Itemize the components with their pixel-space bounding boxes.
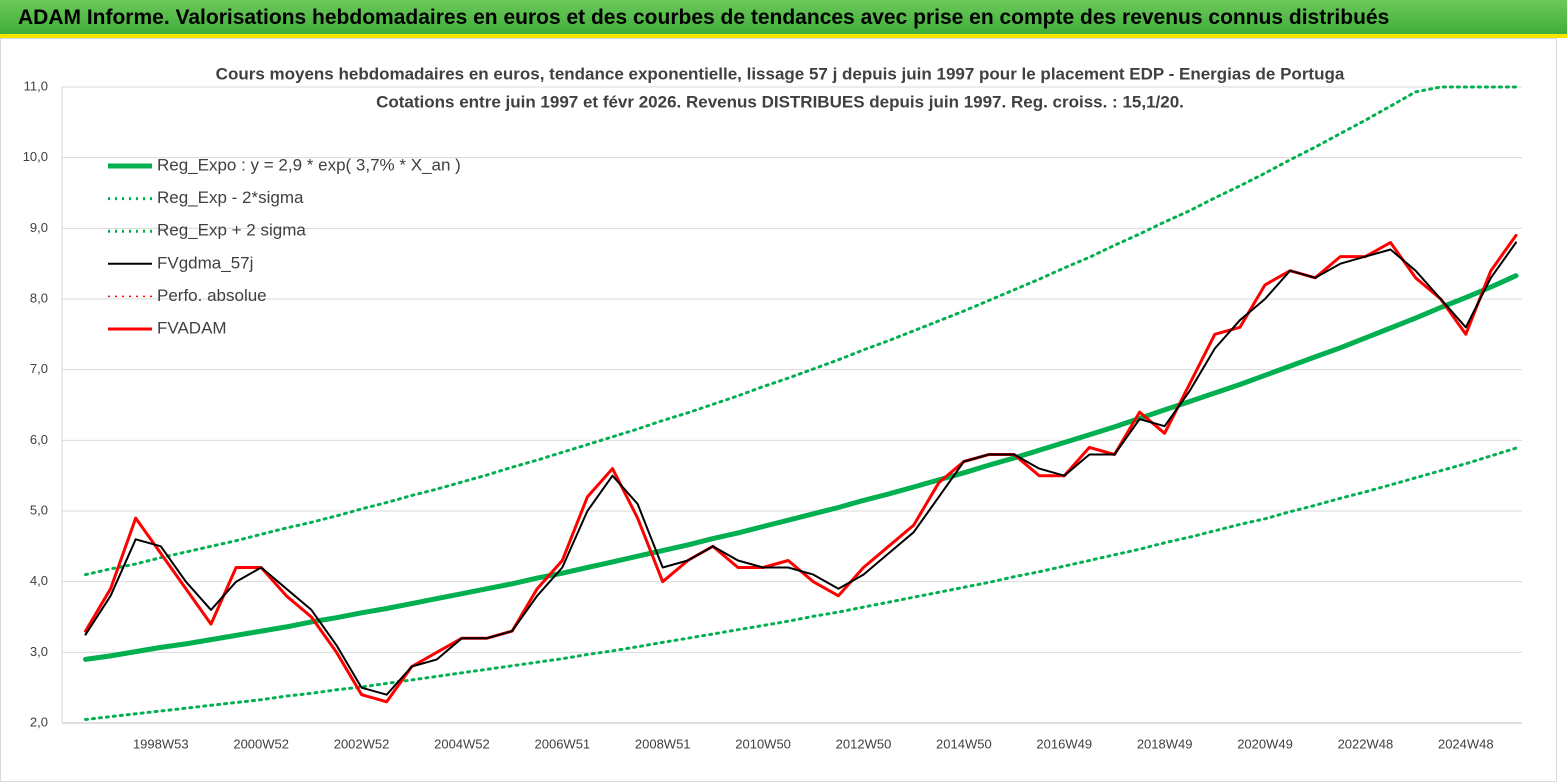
x-tick-label: 2002W52 — [334, 736, 390, 751]
y-tick-label: 10,0 — [23, 149, 48, 164]
legend-label: FVADAM — [157, 318, 227, 337]
y-tick-label: 2,0 — [30, 714, 48, 729]
legend-label: Reg_Exp + 2 sigma — [157, 221, 306, 240]
legend-label: Reg_Exp - 2*sigma — [157, 188, 304, 207]
x-tick-label: 2020W49 — [1237, 736, 1293, 751]
banner: ADAM Informe. Valorisations hebdomadaire… — [0, 0, 1567, 38]
x-tick-label: 2018W49 — [1137, 736, 1193, 751]
x-tick-label: 2006W51 — [535, 736, 591, 751]
y-tick-label: 4,0 — [30, 573, 48, 588]
x-tick-label: 2010W50 — [735, 736, 791, 751]
y-tick-label: 8,0 — [30, 290, 48, 305]
legend-label: Perfo. absolue — [157, 286, 267, 305]
y-tick-label: 9,0 — [30, 220, 48, 235]
series-line — [83, 273, 1519, 662]
x-tick-label: 2014W50 — [936, 736, 992, 751]
chart: Cours moyens hebdomadaires en euros, ten… — [0, 38, 1557, 782]
x-tick-label: 2012W50 — [836, 736, 892, 751]
x-tick-label: 2022W48 — [1338, 736, 1394, 751]
chart-frame — [0, 38, 1557, 782]
chart-subtitle: Cotations entre juin 1997 et févr 2026. … — [376, 92, 1184, 111]
series-line — [84, 446, 1518, 721]
legend-label: FVgdma_57j — [157, 253, 253, 272]
series-line — [84, 234, 1517, 703]
x-tick-label: 2000W52 — [233, 736, 289, 751]
x-tick-label: 2008W51 — [635, 736, 691, 751]
series-line — [84, 241, 1517, 696]
legend-label: Reg_Expo : y = 2,9 * exp( 3,7% * X_an ) — [157, 155, 461, 174]
series-line — [84, 85, 1518, 577]
x-tick-label: 1998W53 — [133, 736, 189, 751]
y-tick-label: 6,0 — [30, 432, 48, 447]
x-tick-label: 2004W52 — [434, 736, 490, 751]
y-tick-label: 3,0 — [30, 644, 48, 659]
y-tick-label: 7,0 — [30, 361, 48, 376]
y-tick-label: 5,0 — [30, 502, 48, 517]
x-tick-label: 2024W48 — [1438, 736, 1494, 751]
chart-title: Cours moyens hebdomadaires en euros, ten… — [216, 64, 1345, 83]
x-tick-label: 2016W49 — [1036, 736, 1092, 751]
series-line — [84, 233, 1518, 704]
y-tick-label: 11,0 — [24, 78, 48, 93]
